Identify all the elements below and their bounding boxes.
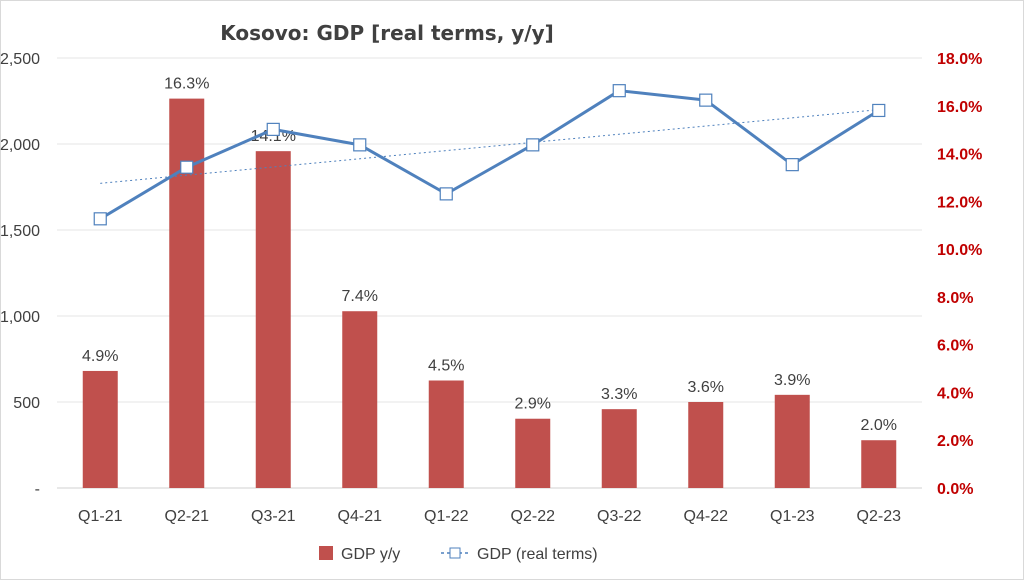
bar-data-label: 2.0% <box>861 417 897 434</box>
left-axis-ticks: - 500 1,000 1,500 2,000 2,500 <box>0 51 40 498</box>
trendline <box>100 109 879 184</box>
left-axis-tick-label: 2,000 <box>0 137 40 154</box>
x-axis-tick-label: Q1-21 <box>78 508 123 525</box>
bar-data-label: 7.4% <box>342 288 378 305</box>
left-axis-tick-label: 2,500 <box>0 51 40 68</box>
x-axis-tick-label: Q3-21 <box>251 508 296 525</box>
x-axis-tick-label: Q3-22 <box>597 508 642 525</box>
bar-data-label: 3.3% <box>601 386 637 403</box>
line-point-marker <box>872 103 886 118</box>
bar <box>82 370 118 488</box>
line-point-marker <box>180 160 194 174</box>
trendline-path <box>100 109 879 184</box>
x-axis-tick-label: Q2-22 <box>511 508 556 525</box>
x-axis-tick-label: Q2-21 <box>165 508 210 525</box>
bar-data-label: 3.9% <box>774 372 810 389</box>
left-axis-tick-label: - <box>35 481 40 498</box>
legend: GDP y/y GDP (real terms) <box>319 546 598 563</box>
left-axis-tick-label: 1,000 <box>0 309 40 326</box>
bar-data-label: 4.9% <box>82 348 118 365</box>
line-point-marker <box>266 122 280 136</box>
x-axis-ticks: Q1-21 Q2-21 Q3-21 Q4-21 Q1-22 Q2-22 Q3-22 Q4-22… <box>78 508 901 525</box>
bar <box>428 380 464 488</box>
line-point-marker <box>93 212 107 226</box>
line-path <box>99 89 880 221</box>
left-axis-tick-label: 500 <box>13 395 40 412</box>
legend-line-label: GDP (real terms) <box>477 546 598 563</box>
line-point-marker <box>439 187 453 201</box>
right-axis-tick-label: 4.0% <box>937 385 973 402</box>
bar <box>515 418 551 488</box>
line-point-marker <box>526 138 540 152</box>
line-point-marker <box>699 93 713 107</box>
bar <box>774 394 810 488</box>
right-axis-tick-label: 0.0% <box>937 481 973 498</box>
line-series <box>93 84 886 226</box>
bar-data-label: 2.9% <box>515 396 551 413</box>
x-axis-tick-label: Q4-22 <box>684 508 729 525</box>
line-point-marker <box>785 158 799 172</box>
left-axis-tick-label: 1,500 <box>0 223 40 240</box>
x-axis-tick-label: Q1-22 <box>424 508 469 525</box>
bar <box>255 151 291 488</box>
bar <box>688 402 724 488</box>
bar <box>169 98 205 488</box>
x-axis-tick-label: Q2-23 <box>857 508 902 525</box>
right-axis-tick-label: 6.0% <box>937 338 973 355</box>
bar-data-labels: 4.9%16.3%14.1%7.4%4.5%2.9%3.3% 3.6% 3.9%2.… <box>82 76 897 435</box>
bar-data-label: 3.6% <box>688 379 724 396</box>
line-point-marker <box>353 138 367 152</box>
legend-line-marker <box>449 547 461 559</box>
line-point-marker <box>612 84 626 98</box>
x-axis-tick-label: Q1-23 <box>770 508 815 525</box>
right-axis-tick-label: 14.0% <box>937 147 982 164</box>
legend-bar-label: GDP y/y <box>341 546 400 563</box>
bar <box>861 440 897 488</box>
right-axis-tick-label: 8.0% <box>937 290 973 307</box>
x-axis-tick-label: Q4-21 <box>338 508 383 525</box>
right-axis-tick-label: 2.0% <box>937 433 973 450</box>
right-axis-ticks: 0.0% 2.0% 4.0% 6.0% 8.0% 10.0% 12.0% 14.0% 16.0%… <box>937 51 982 498</box>
right-axis-tick-label: 18.0% <box>937 51 982 68</box>
bar <box>601 409 637 488</box>
chart-title: Kosovo: GDP [real terms, y/y] <box>220 21 554 45</box>
bar <box>342 311 378 488</box>
bar-data-label: 16.3% <box>164 76 209 93</box>
right-axis-tick-label: 16.0% <box>937 99 982 116</box>
right-axis-tick-label: 12.0% <box>937 194 982 211</box>
bar-series <box>82 98 897 488</box>
right-axis-tick-label: 10.0% <box>937 242 982 259</box>
legend-bar-swatch <box>319 546 333 560</box>
bar-data-label: 4.5% <box>428 358 464 375</box>
